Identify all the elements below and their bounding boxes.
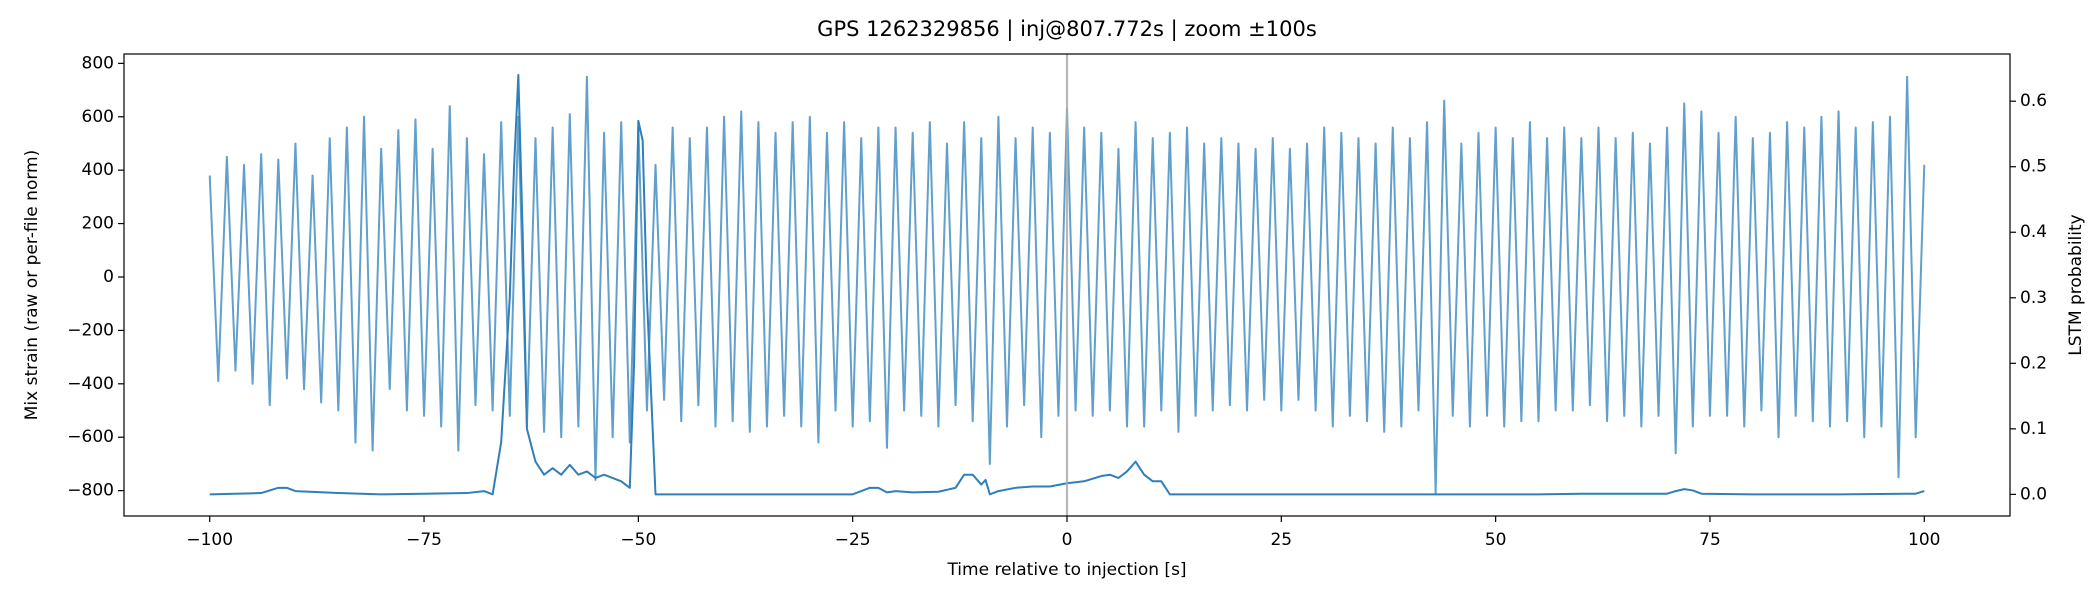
- x-tick-label: 50: [1485, 530, 1507, 550]
- y2-tick-label: 0.1: [2020, 419, 2047, 439]
- y2-tick-label: 0.4: [2020, 222, 2047, 242]
- y2-axis-label: LSTM probability: [2066, 214, 2086, 355]
- x-tick-label: 100: [1908, 530, 1940, 550]
- y-tick-label: 200: [82, 214, 114, 234]
- chart-title: GPS 1262329856 | inj@807.772s | zoom ±10…: [817, 17, 1317, 42]
- y2-tick-label: 0.2: [2020, 353, 2047, 373]
- y2-tick-label: 0.5: [2020, 157, 2047, 177]
- x-tick-label: −75: [406, 530, 442, 550]
- y-tick-label: −200: [67, 320, 114, 340]
- plot-frame: [123, 53, 2011, 517]
- y-tick-label: 600: [82, 107, 114, 127]
- y-tick-label: 800: [82, 53, 114, 73]
- y-tick-label: 400: [82, 160, 114, 180]
- x-axis-label: Time relative to injection [s]: [946, 560, 1186, 580]
- x-tick-label: 75: [1699, 530, 1721, 550]
- y-tick-label: −400: [67, 374, 114, 394]
- y2-tick-label: 0.0: [2020, 484, 2047, 504]
- x-tick-label: −50: [620, 530, 656, 550]
- x-tick-label: 0: [1062, 530, 1073, 550]
- x-tick-label: −25: [835, 530, 871, 550]
- y-tick-label: 0: [103, 267, 114, 287]
- y-tick-label: −800: [67, 481, 114, 501]
- y2-tick-label: 0.3: [2020, 288, 2047, 308]
- series-line: [209, 73, 1925, 496]
- x-tick-label: −100: [186, 530, 233, 550]
- x-tick-label: 25: [1270, 530, 1292, 550]
- y-axis-label: Mix strain (raw or per-file norm): [22, 150, 42, 420]
- y-tick-label: −600: [67, 427, 114, 447]
- y2-tick-label: 0.6: [2020, 91, 2047, 111]
